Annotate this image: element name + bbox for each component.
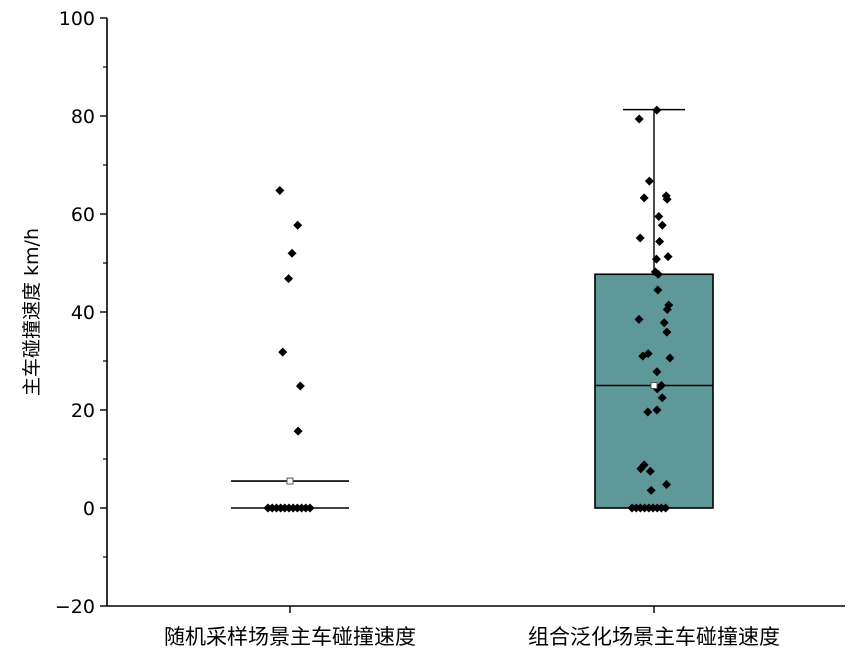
data-point [651, 254, 661, 264]
data-point [305, 503, 315, 513]
data-point [275, 185, 285, 195]
data-points [263, 105, 675, 513]
data-point [293, 426, 303, 436]
data-point [646, 485, 656, 495]
data-point [662, 327, 672, 337]
data-point [662, 479, 672, 489]
data-point [659, 318, 669, 328]
data-point [639, 193, 649, 203]
data-point [665, 353, 675, 363]
data-point [295, 381, 305, 391]
data-point [643, 407, 653, 417]
box-iqr [594, 273, 714, 509]
data-point [652, 367, 662, 377]
data-point [287, 248, 297, 258]
y-tick-label: 20 [71, 400, 95, 422]
data-point [638, 351, 648, 361]
mean-marker [286, 477, 294, 485]
data-point [662, 305, 672, 315]
category-labels: 随机采样场景主车碰撞速度 组合泛化场景主车碰撞速度 [164, 606, 780, 649]
data-point [653, 285, 663, 295]
boxes [231, 108, 714, 509]
y-axis-title: 主车碰撞速度 km/h [21, 228, 43, 396]
y-tick-label: 80 [71, 106, 95, 128]
axes [106, 18, 845, 607]
data-point [655, 236, 665, 246]
data-point [662, 194, 672, 204]
data-point [293, 220, 303, 230]
data-point [657, 220, 667, 230]
data-point [645, 466, 655, 476]
data-point [634, 114, 644, 124]
data-point [663, 252, 673, 262]
category-label-1: 随机采样场景主车碰撞速度 [164, 625, 416, 649]
category-label-2: 组合泛化场景主车碰撞速度 [528, 625, 780, 649]
y-tick-label: 0 [83, 498, 95, 520]
data-point [284, 274, 294, 284]
y-tick-label: 40 [71, 302, 95, 324]
data-point [652, 405, 662, 415]
data-point [661, 503, 671, 513]
data-point [278, 347, 288, 357]
data-point [654, 211, 664, 221]
data-point [635, 233, 645, 243]
mean-marker [650, 382, 658, 389]
data-point [652, 105, 662, 115]
data-point [653, 269, 663, 279]
y-tick-label: 60 [71, 204, 95, 226]
y-tick-label: −20 [55, 596, 95, 618]
data-point [657, 393, 667, 403]
data-point [636, 464, 646, 474]
y-ticks: −20 0 20 40 60 80 100 [55, 8, 107, 618]
data-point [634, 314, 644, 324]
data-point [644, 176, 654, 186]
y-tick-label: 100 [59, 8, 95, 30]
